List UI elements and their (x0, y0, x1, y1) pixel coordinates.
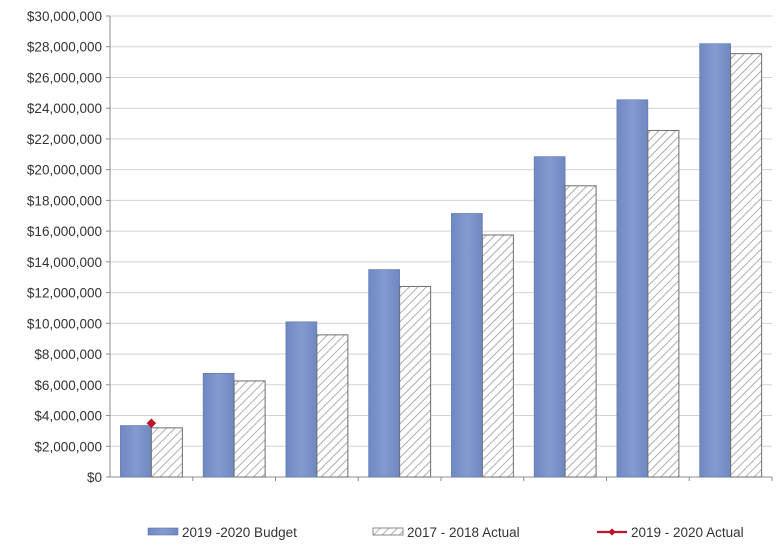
actual-2017-2018-bar (564, 185, 597, 478)
budget-bar (285, 321, 318, 478)
y-tick-label: $28,000,000 (27, 40, 102, 55)
budget-bar (533, 156, 566, 478)
legend: 2019 -2020 Budget 2017 - 2018 Actual 2019 … (147, 525, 744, 540)
y-tick-label: $12,000,000 (27, 286, 102, 301)
y-tick-label: $22,000,000 (27, 132, 102, 147)
y-tick-label: $18,000,000 (27, 193, 102, 208)
actual-2017-2018-bar (316, 334, 349, 478)
budget-bar (368, 269, 400, 478)
y-tick-label: $26,000,000 (27, 70, 102, 85)
markers (146, 418, 157, 428)
y-tick-label: $0 (87, 470, 102, 485)
bars (120, 43, 763, 478)
actual-2017-2018-bar (399, 285, 432, 478)
budget-bar (120, 425, 152, 478)
legend-label: 2017 - 2018 Actual (407, 525, 520, 540)
y-tick-label: $24,000,000 (27, 101, 102, 116)
legend-swatch-actual-2017-2018 (372, 527, 404, 536)
actual-2017-2018-bar (233, 380, 266, 478)
actual-2017-2018-bar (730, 53, 763, 478)
legend-label: 2019 - 2020 Actual (631, 525, 744, 540)
y-tick-labels: $0 $2,000,000 $4,000,000 $6,000,000 $8,000,0… (27, 9, 102, 485)
legend-label: 2019 -2020 Budget (182, 525, 297, 540)
budget-bar (699, 43, 731, 478)
y-tick-label: $30,000,000 (27, 9, 102, 24)
y-tick-label: $16,000,000 (27, 224, 102, 239)
legend-marker-actual-2019-2020 (608, 528, 616, 536)
y-tick-label: $20,000,000 (27, 163, 102, 178)
budget-bar (616, 99, 649, 478)
y-tick-label: $6,000,000 (34, 378, 102, 393)
y-tick-label: $4,000,000 (34, 409, 102, 424)
actual-2019-2020-marker (146, 418, 157, 428)
y-tick-label: $10,000,000 (27, 316, 102, 331)
y-tick-label: $8,000,000 (34, 347, 102, 362)
actual-2017-2018-bar (481, 234, 514, 478)
y-tick-label: $2,000,000 (34, 439, 102, 454)
gridlines (110, 15, 772, 447)
y-tick-label: $14,000,000 (27, 255, 102, 270)
budget-bar (451, 213, 483, 478)
legend-swatch-budget (147, 527, 179, 536)
budget-bar (202, 372, 235, 478)
actual-2017-2018-bar (647, 129, 680, 478)
actual-2017-2018-bar (150, 427, 183, 478)
